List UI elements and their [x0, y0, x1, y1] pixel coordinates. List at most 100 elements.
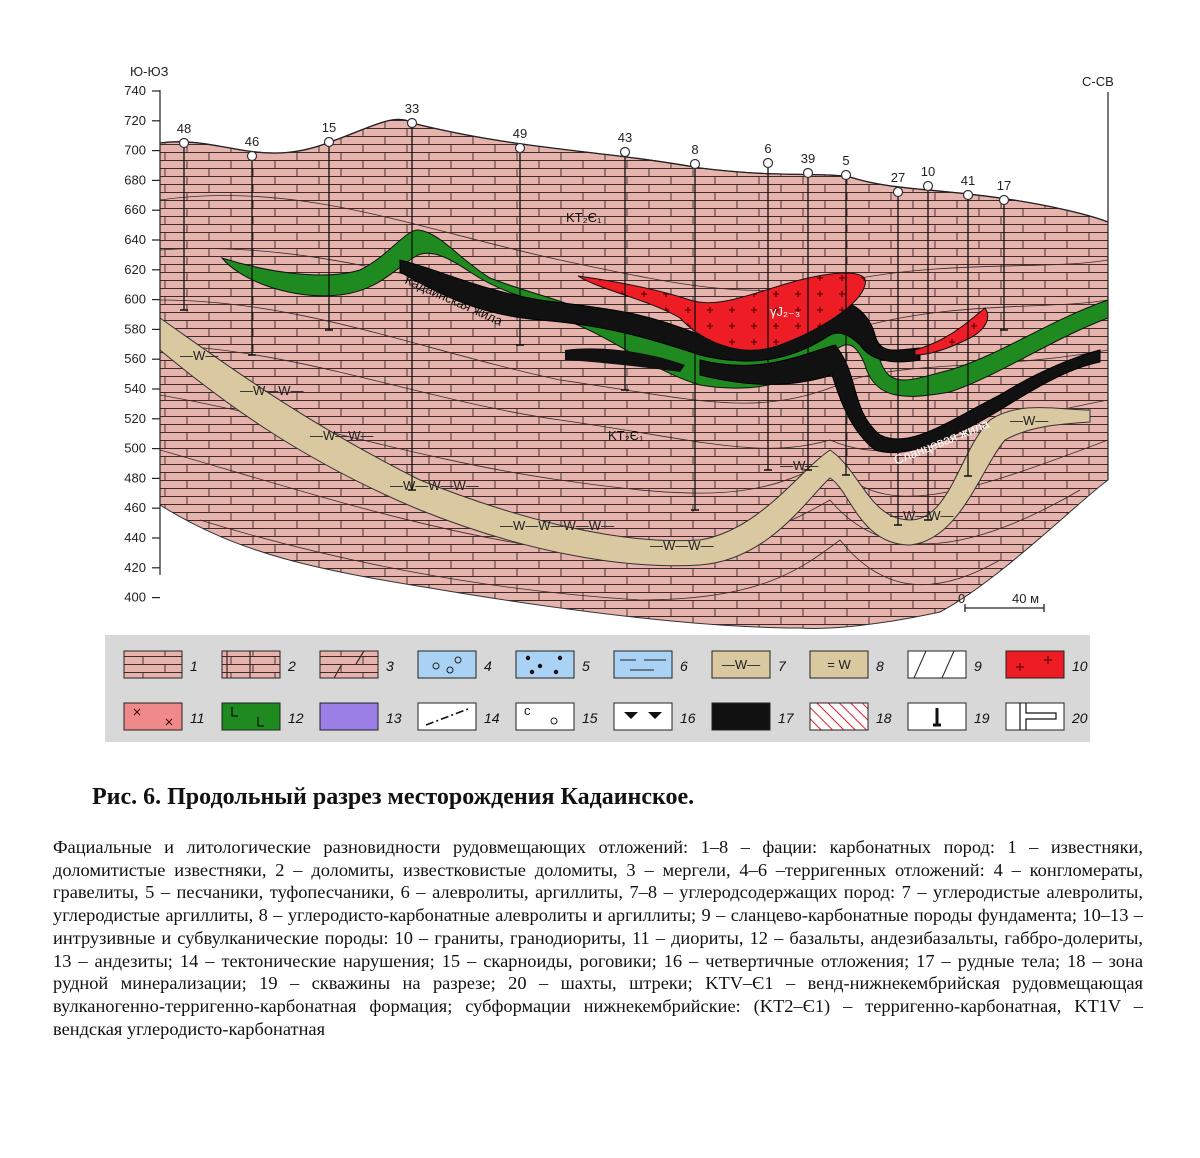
borehole-icon	[907, 702, 967, 731]
legend-item: c 15	[515, 702, 598, 731]
legend-number: 3	[386, 658, 394, 674]
legend-number: 17	[778, 710, 795, 726]
legend-number: 12	[288, 710, 304, 726]
legend-number: 2	[287, 658, 296, 674]
elevation-tick-label: 620	[124, 262, 146, 277]
legend-number: 13	[386, 710, 402, 726]
borehole-number: 17	[997, 178, 1011, 193]
unit-label-upper: KT₂Є₁	[566, 210, 602, 225]
elevation-tick-label: 480	[124, 470, 146, 485]
elevation-tick-label: 540	[124, 381, 146, 396]
borehole-collar-icon	[689, 158, 701, 170]
borehole-collar-icon	[840, 169, 852, 181]
legend-item: 4	[417, 650, 492, 679]
borehole-collar-icon	[619, 146, 631, 158]
legend-item: —W— 7	[711, 650, 787, 679]
svg-text:—W—: —W—	[180, 348, 218, 363]
svg-text:—W—W—: —W—W—	[240, 383, 304, 398]
borehole: 5	[840, 153, 852, 476]
legend-item: 20	[1005, 702, 1088, 731]
legend-number: 8	[876, 658, 884, 674]
borehole: 39	[801, 151, 815, 471]
borehole-collar-icon	[246, 150, 258, 162]
borehole: 6	[762, 141, 774, 471]
carbon-carbonate-siltstone-icon: = W	[809, 650, 869, 679]
quaternary-icon	[613, 702, 673, 731]
legend-item: 17	[711, 702, 795, 731]
borehole-collar-icon	[802, 167, 814, 179]
legend-item: 2	[221, 650, 296, 679]
limestone-icon	[123, 650, 183, 679]
borehole-number: 39	[801, 151, 815, 166]
legend-item: 5	[515, 650, 590, 679]
mine-shaft-icon	[1005, 702, 1065, 731]
borehole-number: 15	[322, 120, 336, 135]
svg-text:—W—: —W—	[780, 458, 818, 473]
legend-number: 6	[680, 658, 688, 674]
right-edge: С-СВ	[1082, 74, 1114, 480]
svg-text:c: c	[524, 703, 531, 718]
borehole-number: 8	[691, 142, 698, 157]
schist-carbonate-icon	[907, 650, 967, 679]
borehole-number: 46	[245, 134, 259, 149]
dolomitic-limestone-icon	[221, 650, 281, 679]
borehole: 48	[177, 121, 191, 311]
granite-intrusion-small	[914, 307, 989, 356]
borehole-collar-icon	[998, 194, 1010, 206]
section-body: —W— —W—W— —W—W— —W—W—W— —W—W—W—W— —W—W— —W—…	[159, 118, 1109, 629]
andesite-icon	[319, 702, 379, 731]
elevation-tick-label: 440	[124, 530, 146, 545]
legend-item: 18	[809, 702, 892, 731]
elevation-tick-label: 420	[124, 560, 146, 575]
legend-number: 11	[190, 710, 205, 726]
elevation-tick-label: 660	[124, 202, 146, 217]
borehole-collar-icon	[514, 142, 526, 154]
caption-paragraph: Фациальные и литологические разновидност…	[53, 837, 1143, 1039]
intrusion-label: γJ₂₋₃	[770, 304, 800, 319]
legend-number: 5	[582, 658, 590, 674]
svg-text:—W—W—W—W—: —W—W—W—W—	[500, 518, 614, 533]
boreholes: 48 46 15 33 49 43 8 6 39 5 27 10 41 17	[177, 101, 1011, 526]
borehole-number: 27	[891, 170, 905, 185]
borehole-collar-icon	[323, 136, 335, 148]
borehole-number: 33	[405, 101, 419, 116]
unit-label-lower: KT₂Є₁	[608, 428, 644, 443]
granite-icon	[1005, 650, 1065, 679]
borehole-collar-icon	[762, 157, 774, 169]
borehole-number: 10	[921, 164, 935, 179]
sandstone-icon	[515, 650, 575, 679]
svg-text:—W—W—: —W—W—	[890, 508, 954, 523]
mineralization-zone-icon	[809, 702, 869, 731]
legend-item: 11	[123, 702, 205, 731]
legend-number: 15	[582, 710, 598, 726]
elevation-tick-label: 460	[124, 500, 146, 515]
borehole: 33	[405, 101, 419, 491]
svg-text:—W—W—: —W—W—	[650, 538, 714, 553]
conglomerate-icon	[417, 650, 477, 679]
skarnoid-icon: c	[515, 702, 575, 731]
legend-number: 18	[876, 710, 892, 726]
scale-length: 40 м	[1012, 591, 1039, 606]
svg-text:—W—: —W—	[722, 657, 760, 672]
elevation-tick-label: 700	[124, 143, 146, 158]
direction-left: Ю-ЮЗ	[130, 64, 169, 79]
borehole-collar-icon	[178, 137, 190, 149]
borehole-number: 6	[764, 141, 771, 156]
elevation-tick-label: 740	[124, 83, 146, 98]
ore-body-icon	[711, 702, 771, 731]
legend-item: 16	[613, 702, 696, 731]
legend-item: 13	[319, 702, 402, 731]
elevation-tick-label: 600	[124, 292, 146, 307]
scale-zero: 0	[958, 591, 965, 606]
ore-body-slantsevaya	[699, 344, 1101, 454]
legend-item: 1	[123, 650, 198, 679]
marl-icon	[319, 650, 379, 679]
borehole: 8	[689, 142, 701, 511]
legend-number: 4	[484, 658, 492, 674]
elevation-tick-label: 580	[124, 321, 146, 336]
legend-item: 9	[907, 650, 982, 679]
geological-section-figure: —W— —W—W— —W—W— —W—W—W— —W—W—W—W— —W—W— —W—…	[105, 64, 1114, 742]
borehole: 15	[322, 120, 336, 331]
